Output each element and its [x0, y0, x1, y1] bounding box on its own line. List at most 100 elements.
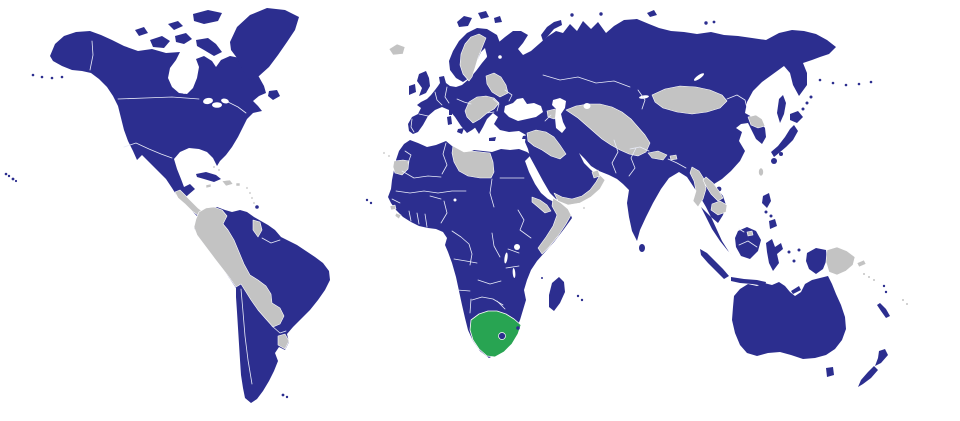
gray-sweden	[459, 33, 487, 82]
island-hawaii	[4, 172, 8, 176]
border-namibia-botswana	[469, 298, 472, 314]
island-svalbard	[478, 11, 489, 19]
island-hawaii	[7, 174, 11, 178]
island-aleutian	[60, 75, 64, 79]
border-algeria-south	[401, 170, 442, 179]
island-svalbard	[494, 16, 502, 23]
arctic-island-baffin	[196, 38, 222, 56]
island-comoros	[541, 277, 543, 279]
gray-guyana	[252, 219, 263, 238]
island-moluccas	[797, 248, 801, 252]
border-usa-canada-east	[227, 101, 247, 114]
gray-uruguay	[277, 333, 290, 350]
border-iran-pakistan	[611, 139, 619, 174]
island-aleutian	[844, 83, 848, 87]
lake-tanganyika	[504, 252, 508, 264]
island-timor	[791, 286, 801, 294]
gray-guinea-bissau	[389, 204, 397, 211]
island-kuril	[801, 107, 805, 111]
border-russia-kazakhstan	[542, 74, 631, 88]
country-south-africa	[469, 310, 522, 358]
gray-bhutan	[669, 154, 678, 161]
gray-yemen-oman	[553, 174, 606, 206]
island-new-zealand-south	[858, 366, 878, 387]
gray-sierra-leone-liberia	[394, 212, 402, 220]
gray-antilles	[245, 186, 249, 190]
gray-nepal	[647, 150, 668, 161]
lake-balkhash	[639, 95, 649, 99]
border-angola-drc	[453, 258, 478, 264]
island-trinidad	[255, 205, 259, 209]
gray-jamaica	[205, 183, 212, 189]
border-malaysia-indonesia	[738, 240, 758, 248]
island-aleutian	[818, 78, 822, 82]
border-west-africa	[408, 210, 412, 222]
island-sicily	[457, 128, 464, 134]
arctic-island-speck	[570, 13, 574, 17]
gray-papua-new-guinea	[825, 246, 856, 276]
border-chad-sudan	[489, 178, 495, 208]
island-luzon	[762, 193, 771, 208]
border-west-africa	[424, 213, 428, 228]
gray-balkans	[464, 95, 500, 124]
island-sakhalin	[777, 95, 786, 123]
shape-north-america	[50, 31, 266, 216]
border-usa-canada	[117, 96, 200, 100]
caspian-sea	[552, 98, 566, 133]
island-madagascar	[549, 277, 565, 311]
border-morocco-algeria	[404, 150, 412, 164]
island-aleutian	[40, 75, 44, 79]
lake-winnipeg	[182, 86, 186, 94]
border-chile-argentina	[240, 288, 253, 385]
gray-hispaniola	[221, 179, 234, 187]
gray-cambodia	[710, 200, 728, 216]
gray-somalia	[537, 197, 572, 255]
island-cape-verde	[365, 198, 369, 202]
island-java	[731, 277, 766, 286]
border-france-germany	[434, 91, 443, 106]
lake-victoria	[514, 244, 520, 250]
border-ukraine-russia	[504, 89, 513, 102]
lake-erie-ontario	[221, 98, 229, 104]
border-kazakhstan-china	[637, 89, 646, 110]
island-reunion	[580, 298, 584, 302]
border-central-europe	[456, 98, 472, 105]
island-hokkaido	[790, 111, 803, 123]
arctic-island-speck	[704, 21, 708, 25]
gray-andean-countries	[193, 206, 285, 328]
island-new-zealand-north	[875, 349, 888, 366]
island-newfoundland	[268, 90, 280, 100]
gray-western-sahara	[392, 159, 410, 176]
lake-ladoga	[498, 55, 502, 59]
arctic-island-speck	[712, 20, 716, 24]
gray-uae	[591, 169, 601, 179]
island-aleutian	[869, 80, 873, 84]
country-lesotho	[498, 332, 506, 340]
island-hawaii	[11, 177, 15, 181]
gray-solomons	[872, 278, 876, 282]
island-kyushu	[771, 158, 777, 164]
island-sulawesi	[766, 239, 783, 271]
lake-chad	[453, 198, 457, 202]
arctic-island	[175, 33, 192, 44]
gray-solomons	[867, 275, 871, 279]
island-mauritius	[576, 294, 580, 298]
border-ethiopia	[517, 209, 532, 239]
gray-socotra	[582, 206, 586, 210]
border-angola-namibia	[456, 289, 471, 292]
island-svalbard	[457, 16, 472, 27]
arctic-island	[150, 36, 170, 48]
island-moluccas	[792, 259, 796, 263]
island-aleutian	[831, 81, 835, 85]
border-china-india-west	[629, 146, 650, 152]
border-sahel	[395, 190, 467, 194]
island-ireland	[409, 84, 416, 95]
gray-libya	[451, 145, 495, 179]
gray-bahamas	[212, 165, 216, 169]
island-cuba	[196, 172, 221, 182]
island-hawaii	[14, 179, 18, 183]
island-novaya-zemlya	[541, 20, 562, 41]
border-germany-poland	[444, 86, 450, 104]
